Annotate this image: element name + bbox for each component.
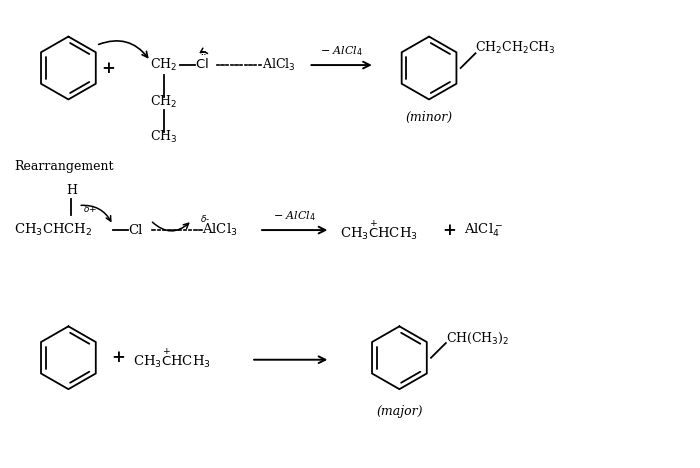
Text: Rearrangement: Rearrangement (14, 160, 113, 173)
Text: CH$_3$CHCH$_2$: CH$_3$CHCH$_2$ (14, 222, 92, 238)
Text: AlCl$_3$: AlCl$_3$ (202, 222, 237, 238)
Text: (minor): (minor) (405, 110, 453, 124)
Text: $\delta$+: $\delta$+ (83, 203, 97, 214)
Text: +: + (101, 59, 115, 76)
Text: AlCl$_4^-$: AlCl$_4^-$ (463, 221, 503, 239)
Text: CH$_2$CH$_2$CH$_3$: CH$_2$CH$_2$CH$_3$ (475, 40, 556, 57)
Text: +: + (111, 349, 125, 366)
Text: H: H (66, 184, 77, 197)
Text: (major): (major) (376, 405, 423, 418)
Text: CH$_3\overset{+}{\rm C}$HCH$_3$: CH$_3\overset{+}{\rm C}$HCH$_3$ (340, 218, 418, 242)
Text: +: + (442, 221, 456, 239)
Text: CH(CH$_3$)$_2$: CH(CH$_3$)$_2$ (446, 330, 510, 346)
Text: CH$_3\overset{+}{\rm C}$HCH$_3$: CH$_3\overset{+}{\rm C}$HCH$_3$ (132, 346, 211, 370)
Text: Cl: Cl (129, 224, 143, 236)
Text: $\ddot{\rm Cl}$: $\ddot{\rm Cl}$ (195, 54, 209, 72)
Text: $-$ AlCl$_4$: $-$ AlCl$_4$ (273, 209, 316, 223)
Text: $-$ AlCl$_4$: $-$ AlCl$_4$ (320, 44, 363, 58)
Text: $\delta$-: $\delta$- (199, 213, 210, 224)
Text: CH$_3$: CH$_3$ (150, 129, 178, 145)
Text: CH$_2$: CH$_2$ (150, 57, 178, 73)
Text: CH$_2$: CH$_2$ (150, 95, 178, 110)
Text: AlCl$_3$: AlCl$_3$ (262, 57, 295, 73)
